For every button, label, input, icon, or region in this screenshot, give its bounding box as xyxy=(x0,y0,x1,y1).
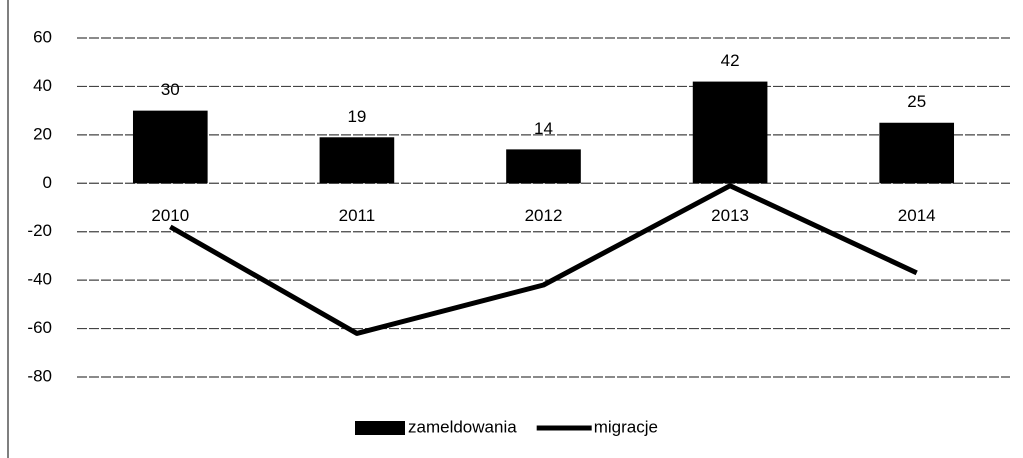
x-tick-label: 2013 xyxy=(711,206,749,225)
y-tick-label: 0 xyxy=(43,173,52,192)
data-label: 19 xyxy=(347,107,366,126)
y-tick-label: -60 xyxy=(27,318,52,337)
legend-label: migracje xyxy=(594,417,658,436)
x-tick-label: 2011 xyxy=(339,206,376,225)
data-label: 14 xyxy=(534,119,553,138)
line xyxy=(169,183,918,336)
y-tick-label: 40 xyxy=(33,76,52,95)
x-tick-label: 2014 xyxy=(898,206,936,225)
y-tick-label: -20 xyxy=(27,221,52,240)
bar xyxy=(319,137,395,184)
legend-label: zameldowania xyxy=(408,417,517,436)
bar xyxy=(506,149,581,184)
bar xyxy=(879,122,955,184)
y-tick-label: 20 xyxy=(33,124,52,143)
y-tick-label: -80 xyxy=(27,366,52,385)
bar xyxy=(692,81,768,184)
legend-swatch xyxy=(355,421,405,435)
y-tick-label: 60 xyxy=(33,27,52,46)
y-tick-label: -40 xyxy=(27,270,52,289)
data-label: 30 xyxy=(161,80,180,99)
x-tick-label: 2010 xyxy=(151,206,189,225)
data-label: 25 xyxy=(907,92,926,111)
data-label: 42 xyxy=(721,51,740,70)
x-tick-label: 2012 xyxy=(525,206,563,225)
bar xyxy=(132,110,208,184)
